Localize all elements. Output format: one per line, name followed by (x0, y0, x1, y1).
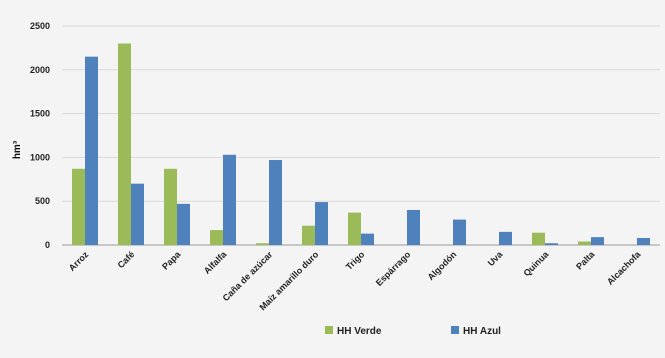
y-tick-label: 500 (35, 196, 50, 206)
bar-hh-verde-1 (118, 43, 131, 245)
bar-hh-azul-4 (269, 160, 282, 245)
legend-label-hh-azul: HH Azul (463, 326, 501, 337)
bar-hh-verde-11 (578, 241, 591, 245)
gridlines (62, 25, 660, 246)
x-category-label: Uva (486, 249, 505, 268)
y-tick-label: 2000 (30, 65, 50, 75)
y-tick-label: 1500 (30, 109, 50, 119)
x-category-label: Algodón (426, 249, 459, 282)
bar-hh-verde-4 (256, 243, 269, 245)
x-category-label: Espárrago (374, 249, 413, 288)
bar-hh-azul-8 (453, 219, 466, 245)
y-axis-title: hm³ (12, 140, 23, 159)
bar-hh-azul-7 (407, 209, 420, 245)
bar-hh-azul-11 (591, 237, 604, 245)
bar-hh-azul-6 (361, 233, 374, 245)
bar-hh-verde-2 (164, 168, 177, 245)
legend-swatch-hh-verde (325, 326, 333, 334)
bar-hh-azul-12 (637, 237, 650, 245)
x-category-label: Café (116, 249, 137, 270)
x-category-label: Palta (574, 249, 597, 272)
bar-hh-azul-5 (315, 202, 328, 245)
x-category-label: Alcachofa (605, 249, 643, 287)
bar-hh-verde-5 (302, 225, 315, 245)
x-category-label: Arroz (67, 249, 91, 273)
bar-hh-azul-1 (131, 183, 144, 245)
x-category-label: Trigo (344, 249, 367, 272)
y-tick-label: 1000 (30, 152, 50, 162)
y-tick-label: 0 (45, 240, 50, 250)
x-category-label: Quinua (521, 249, 551, 279)
legend: HH Verde HH Azul (325, 326, 501, 337)
bar-hh-azul-3 (223, 154, 236, 245)
x-category-label: Papa (160, 249, 183, 272)
bar-hh-verde-0 (72, 168, 85, 245)
bar-hh-azul-9 (499, 231, 512, 245)
bar-hh-verde-10 (532, 232, 545, 245)
bar-hh-azul-10 (545, 243, 558, 245)
bars (72, 43, 650, 245)
y-axis-ticks: 0 500 1000 1500 2000 2500 (30, 21, 50, 250)
bar-hh-verde-3 (210, 230, 223, 245)
bar-hh-verde-6 (348, 212, 361, 245)
y-tick-label: 2500 (30, 21, 50, 31)
legend-swatch-hh-azul (451, 326, 459, 334)
bar-hh-azul-0 (85, 56, 98, 245)
x-category-label: Alfalfa (202, 249, 229, 276)
legend-label-hh-verde: HH Verde (337, 326, 382, 337)
bar-hh-azul-2 (177, 203, 190, 245)
